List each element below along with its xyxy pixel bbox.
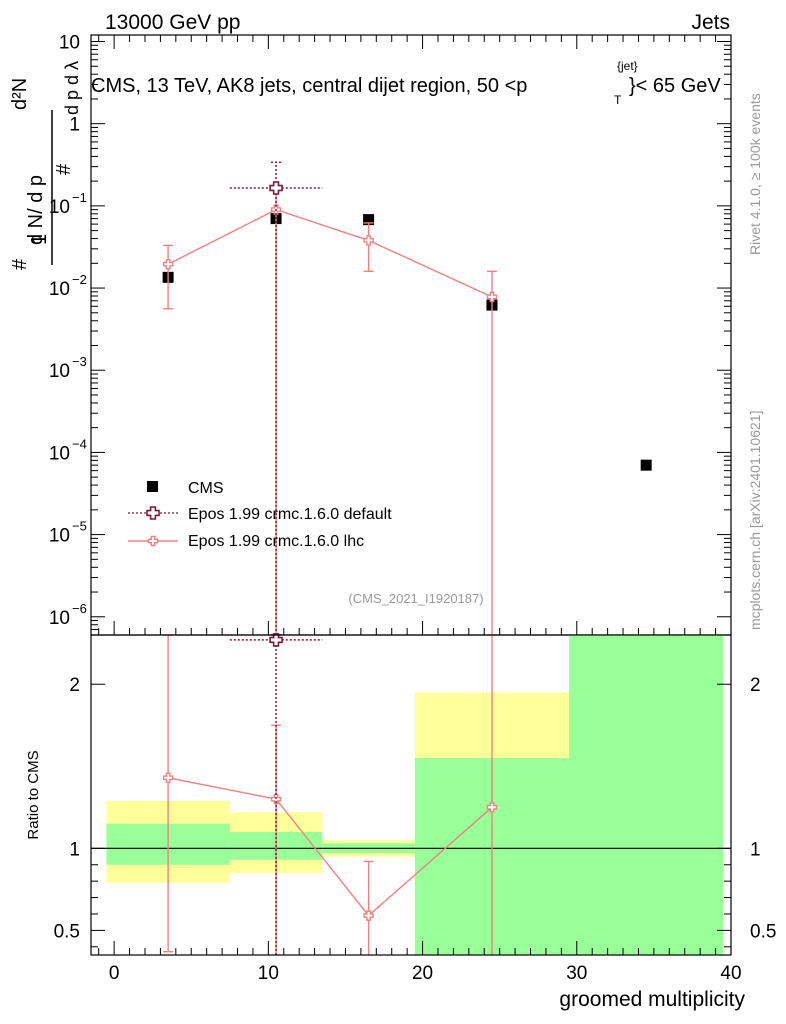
category-label: Jets [691, 11, 730, 34]
cms-data-point [363, 214, 375, 226]
ratio-panel-frame [90, 634, 732, 956]
legend-mc2-marker [147, 535, 159, 547]
series-line [167, 777, 493, 917]
plot-title-superscript: {jet} [617, 59, 638, 73]
plot-title: CMS, 13 TeV, AK8 jets, central dijet reg… [91, 59, 721, 107]
main-y-tick-exponent: −2 [72, 272, 87, 287]
legend-cms-marker [147, 481, 158, 492]
plot-title-subscript: T [614, 93, 622, 107]
y-label-fraction-2: 1 [29, 234, 51, 245]
y-label-hash-2: # [53, 163, 75, 175]
main-y-axis-label: # 1 d N/ d p # d²N d p d λ [9, 61, 82, 270]
y-label-dn: d N/ d p [25, 175, 47, 245]
main-y-tick-label: 10 [49, 526, 70, 547]
x-tick-label: 20 [412, 963, 433, 984]
legend-cms-label: CMS [188, 480, 224, 497]
legend-mc1-marker [146, 506, 160, 520]
ratio-y-tick-label: 1 [69, 839, 80, 860]
main-y-tick-label: 1 [69, 115, 80, 136]
main-y-tick-exponent: −1 [72, 190, 87, 205]
y-label-dpt-dl: d p d λ [62, 61, 82, 115]
main-y-tick-label: 10 [49, 361, 70, 382]
main-y-tick-label: 10 [49, 279, 70, 300]
data-point-marker [162, 772, 174, 783]
main-y-tick-label: 10 [49, 197, 70, 218]
energy-label: 13000 GeV pp [105, 11, 240, 34]
rivet-version-label: Rivet 4.1.0, ≥ 100k events [747, 93, 763, 255]
series-line [167, 208, 493, 298]
main-y-tick-exponent: −3 [72, 354, 87, 369]
main-y-tick-exponent: −4 [72, 436, 87, 451]
data-point-marker [363, 235, 374, 246]
data-point-marker [486, 291, 498, 303]
data-point-marker [269, 181, 283, 195]
ratio-y-tick-label-right: 0.5 [750, 921, 776, 942]
data-point-marker [363, 910, 374, 921]
ratio-panel-ticks: 0.5 0.5 1 1 2 2 [54, 675, 776, 948]
ratio-uncertainty-bands [106, 635, 724, 955]
y-label-d2n: d²N [9, 78, 31, 110]
ratio-band-inner [569, 635, 724, 955]
ratio-y-tick-label-right: 2 [750, 675, 761, 696]
x-axis-ticks: 0 10 20 30 40 [98, 35, 742, 984]
ratio-y-axis-label: Ratio to CMS [25, 750, 42, 839]
main-y-tick-exponent: −6 [72, 601, 87, 616]
main-panel-frame [90, 34, 732, 636]
mcplots-source-label: mcplots.cern.ch [arXiv:2401.10621] [747, 411, 763, 630]
data-point-marker [269, 633, 283, 647]
x-tick-label: 0 [109, 963, 120, 984]
ratio-y-tick-label: 2 [69, 675, 80, 696]
x-tick-label: 30 [566, 963, 587, 984]
x-tick-label: 10 [258, 963, 279, 984]
analysis-id-label: (CMS_2021_I1920187) [348, 591, 483, 606]
legend: CMS Epos 1.99 crmc.1.6.0 default Epos 1.… [128, 480, 392, 550]
legend-mc1-label: Epos 1.99 crmc.1.6.0 default [188, 506, 392, 523]
main-y-tick-exponent: −5 [72, 519, 87, 534]
ratio-y-tick-label-right: 1 [750, 839, 761, 860]
main-y-tick-label: 10 [49, 608, 70, 629]
ratio-panel-marks [162, 633, 498, 955]
main-y-tick-label: 10 [49, 443, 70, 464]
main-panel-marks [162, 161, 652, 635]
data-point-marker [162, 259, 174, 270]
main-y-tick-label: 10 [59, 33, 80, 54]
ratio-y-tick-label: 0.5 [54, 921, 80, 942]
cms-data-point [640, 459, 652, 471]
plot-title-tail: }< 65 GeV [629, 75, 721, 97]
x-axis-label: groomed multiplicity [559, 988, 745, 1011]
data-point-marker [486, 802, 498, 813]
plot-title-main: CMS, 13 TeV, AK8 jets, central dijet reg… [91, 75, 527, 97]
x-tick-label: 40 [720, 963, 741, 984]
y-label-fraction-1: # [9, 258, 31, 270]
data-point-marker [270, 793, 282, 805]
legend-mc2-label: Epos 1.99 crmc.1.6.0 lhc [188, 533, 364, 550]
